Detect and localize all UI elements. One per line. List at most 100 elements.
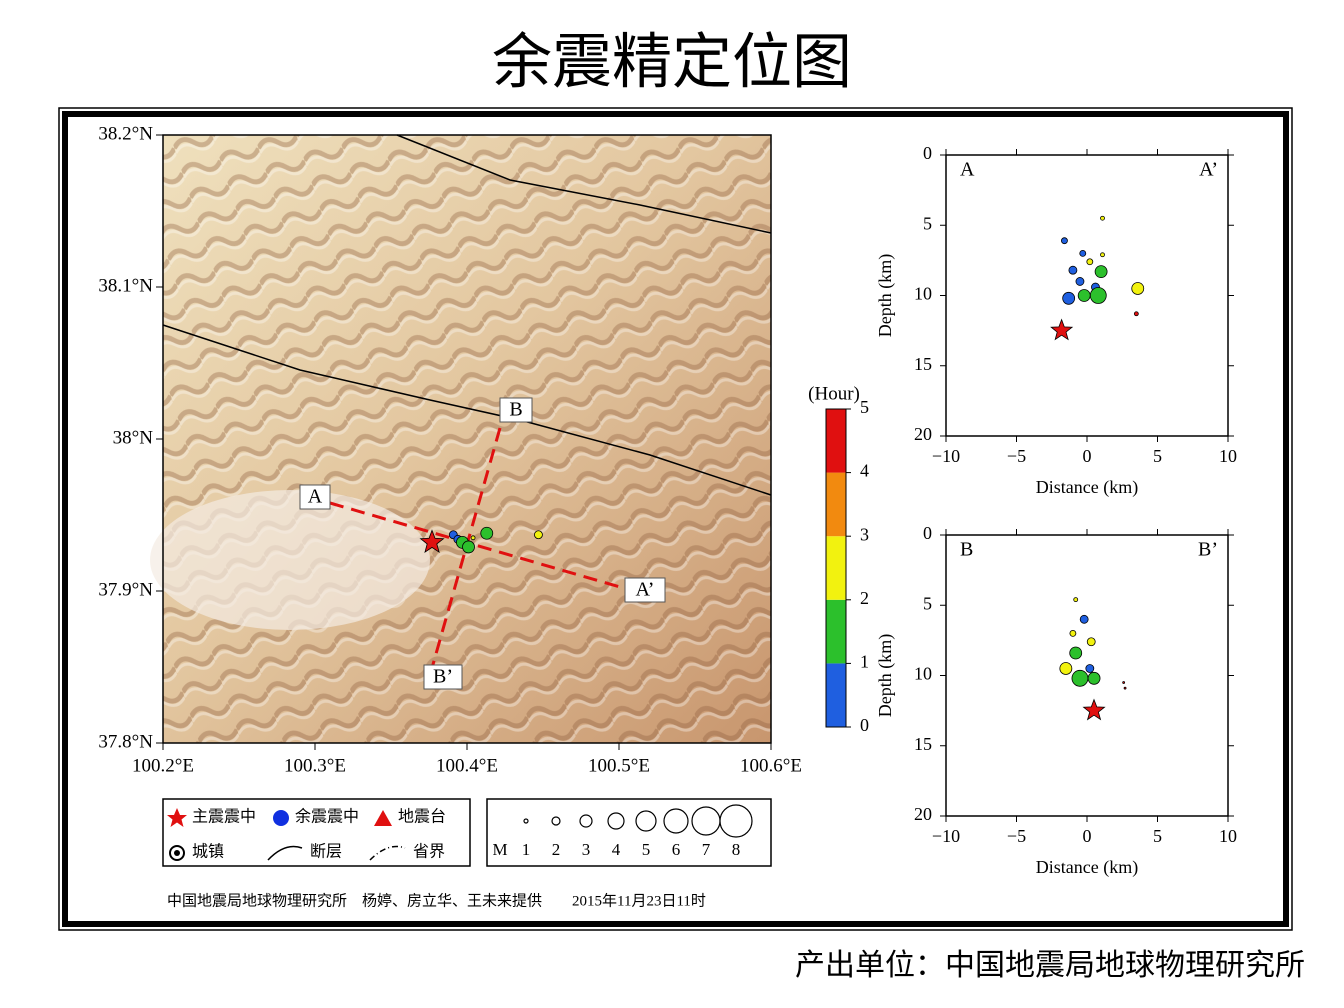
label-box bbox=[624, 577, 666, 603]
aftershock bbox=[1062, 291, 1076, 305]
title: 余震精定位图 bbox=[492, 28, 852, 98]
legend-text: 断层 bbox=[310, 843, 342, 861]
magnitude-circle bbox=[691, 806, 721, 836]
magnitude-circle bbox=[607, 812, 625, 830]
magnitude-value: 6 bbox=[672, 840, 681, 859]
x-tick-label: 0 bbox=[1083, 446, 1092, 466]
y-tick-label: 15 bbox=[914, 734, 932, 754]
profile-line bbox=[430, 427, 502, 669]
footer: 产出单位：中国地震局地球物理研究所 bbox=[795, 949, 1305, 982]
x-tick-label: 100.4°E bbox=[436, 755, 498, 776]
y-tick-label: 0 bbox=[923, 523, 932, 543]
map: A A’ B B’ bbox=[150, 134, 772, 744]
magnitude-value: 4 bbox=[612, 840, 621, 859]
magnitude-label: M bbox=[492, 840, 507, 859]
magnitude-circle bbox=[551, 816, 561, 826]
colorbar: (Hour) 0 1 2 3 4 5 bbox=[808, 383, 869, 735]
colorbar-tick-label: 3 bbox=[860, 524, 869, 544]
aftershock bbox=[1086, 258, 1094, 266]
y-tick-label: 10 bbox=[914, 664, 932, 684]
x-tick-label: 5 bbox=[1153, 446, 1162, 466]
colorbar-segment bbox=[826, 599, 846, 664]
legend-text: 城镇 bbox=[192, 843, 224, 861]
fault bbox=[162, 324, 772, 496]
section-label: B’ bbox=[1198, 539, 1218, 561]
aftershock bbox=[1073, 597, 1079, 603]
aftershock bbox=[470, 535, 476, 541]
y-tick-label: 38.2°N bbox=[98, 123, 153, 144]
colorbar-tick-label: 4 bbox=[860, 461, 869, 481]
magnitude-circle bbox=[663, 808, 689, 834]
colorbar-tick-label: 5 bbox=[860, 397, 869, 417]
aftershock bbox=[1094, 265, 1108, 279]
border-symbol bbox=[369, 845, 406, 861]
y-tick-label: 20 bbox=[914, 424, 932, 444]
aftershock bbox=[1133, 311, 1139, 317]
colorbar-frame bbox=[825, 408, 847, 728]
profile-line bbox=[329, 501, 628, 591]
label-box bbox=[423, 664, 463, 690]
x-tick-label: 10 bbox=[1219, 446, 1237, 466]
aftershock bbox=[1061, 237, 1068, 245]
x-tick-label: −10 bbox=[932, 446, 960, 466]
aftershock bbox=[1079, 249, 1087, 257]
aftershock bbox=[480, 526, 494, 540]
magnitude-circle bbox=[719, 804, 753, 838]
aftershock bbox=[1068, 265, 1078, 275]
aftershock bbox=[534, 530, 543, 540]
y-tick-label: 38°N bbox=[113, 427, 154, 448]
cross-section: −10 −5 0 5 10 0 5 10 15 20 A A’ Distance (km) Depth (… bbox=[875, 143, 1237, 498]
aftershock bbox=[1075, 277, 1085, 286]
x-axis-label: Distance (km) bbox=[1036, 857, 1138, 878]
y-tick-label: 0 bbox=[923, 143, 932, 163]
y-tick-label: 5 bbox=[923, 593, 932, 613]
magnitude-value: 5 bbox=[642, 840, 651, 859]
colorbar-tick-label: 2 bbox=[860, 588, 869, 608]
triangle-symbol bbox=[374, 810, 392, 826]
aftershock bbox=[1086, 637, 1096, 647]
aftershock bbox=[1100, 252, 1105, 258]
magnitude-circle bbox=[523, 818, 529, 824]
legend-box bbox=[162, 798, 471, 867]
x-tick-label: 0 bbox=[1083, 826, 1092, 846]
fault bbox=[396, 134, 772, 234]
x-tick-label: 100.6°E bbox=[740, 755, 802, 776]
magnitude-value: 3 bbox=[582, 840, 591, 859]
y-tick-label: 20 bbox=[914, 804, 932, 824]
magnitude-value: 8 bbox=[732, 840, 741, 859]
x-tick-label: −10 bbox=[932, 826, 960, 846]
legend-text: 地震台 bbox=[398, 808, 446, 826]
magnitude-value: 1 bbox=[522, 840, 531, 859]
aftershock bbox=[1059, 662, 1073, 675]
star-symbol bbox=[167, 808, 187, 827]
y-axis-label: Depth (km) bbox=[875, 634, 896, 717]
x-tick-label: 10 bbox=[1219, 826, 1237, 846]
colorbar-segment bbox=[826, 409, 846, 473]
legend-text: 余震震中 bbox=[295, 807, 359, 826]
x-axis-label: Distance (km) bbox=[1036, 477, 1138, 498]
outer-frame bbox=[58, 107, 1293, 931]
aftershock bbox=[1123, 686, 1127, 690]
aftershock bbox=[1131, 282, 1145, 295]
fault-symbol bbox=[267, 845, 303, 861]
aftershock bbox=[1079, 614, 1089, 624]
aftershock bbox=[1087, 671, 1101, 685]
x-tick-label: 100.3°E bbox=[284, 755, 346, 776]
y-tick-label: 15 bbox=[914, 354, 932, 374]
y-tick-label: 38.1°N bbox=[98, 275, 153, 296]
colorbar-segment bbox=[826, 536, 846, 600]
credit: 中国地震局地球物理研究所 杨婷、房立华、王未来提供 2015年11月23日11时 bbox=[167, 892, 706, 909]
aftershock bbox=[1069, 629, 1077, 637]
aftershock bbox=[1071, 669, 1089, 687]
aftershock bbox=[1077, 289, 1091, 302]
x-tick-label: 100.5°E bbox=[588, 755, 650, 776]
x-tick-label: 5 bbox=[1153, 826, 1162, 846]
aftershock bbox=[1085, 664, 1095, 673]
aftershock bbox=[1122, 681, 1126, 684]
inner-frame bbox=[62, 111, 1289, 927]
aftershock bbox=[1089, 287, 1107, 304]
profile-label: A bbox=[308, 486, 323, 508]
legend-text: 主震震中 bbox=[192, 808, 256, 826]
x-tick-label: 100.2°E bbox=[132, 755, 194, 776]
